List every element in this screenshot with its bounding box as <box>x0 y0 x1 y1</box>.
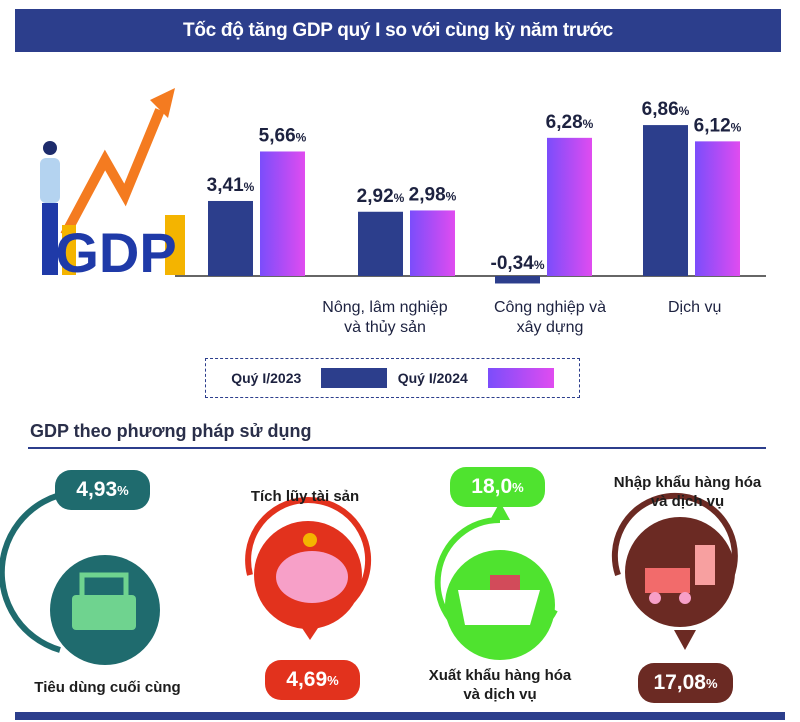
piggy-bank-icon <box>245 497 372 640</box>
bar-2023 <box>358 211 403 276</box>
legend-swatch <box>321 368 388 388</box>
legend-label: Quý I/2024 <box>397 370 468 386</box>
category-label: Công nghiệp và xây dựng <box>493 299 607 336</box>
gdp-bar-chart: GDP 3,41% 5,66% 2,92% 2,98% -0,34% 6,28% 6,86%… <box>40 88 766 284</box>
value-pill-capital-formation: 4,69% <box>265 660 360 700</box>
section-title: GDP theo phương pháp sử dụng <box>30 421 312 441</box>
data-label: 2,92% <box>357 186 405 207</box>
footer-bar <box>15 712 785 720</box>
data-label: 6,12% <box>694 115 742 136</box>
label-capital-formation: Tích lũy tài sản <box>250 488 360 505</box>
shopping-basket-icon <box>0 483 160 665</box>
data-label: -0,34% <box>491 253 545 274</box>
legend-item-2023: Quý I/2023 <box>231 368 388 388</box>
bar-2024 <box>547 137 592 276</box>
legend-item-2024: Quý I/2024 <box>398 368 554 388</box>
bar-2023 <box>643 125 688 276</box>
bar-2024 <box>260 151 305 276</box>
legend: Quý I/2023 Quý I/2024 <box>205 358 580 398</box>
label-exports: Xuất khẩu hàng hóa và dịch vụ <box>428 667 572 703</box>
value-pill-consumption: 4,93% <box>55 470 150 510</box>
growth-arrow-icon <box>60 108 165 238</box>
legend-label: Quý I/2023 <box>231 370 302 386</box>
label-imports: Nhập khẩu hàng hóa và dịch vụ <box>613 474 762 510</box>
value-pill-exports: 18,0% <box>450 467 545 507</box>
bar-2024 <box>695 141 740 276</box>
forklift-icon <box>611 492 738 650</box>
data-label: 3,41% <box>207 175 255 196</box>
category-label: Nông, lâm nghiệp và thủy sản <box>322 299 448 336</box>
title-banner: Tốc độ tăng GDP quý I so với cùng kỳ năm… <box>15 9 781 52</box>
page-title: Tốc độ tăng GDP quý I so với cùng kỳ năm… <box>183 19 613 41</box>
gdp-illustration: GDP <box>40 88 185 284</box>
category-label: Dịch vụ <box>668 299 722 316</box>
data-label: 2,98% <box>409 184 457 205</box>
cargo-ship-icon <box>434 502 558 660</box>
gdp-logo-text: GDP <box>55 221 176 284</box>
value-pill-imports: 17,08% <box>638 663 733 703</box>
data-label: 6,86% <box>642 99 690 120</box>
data-label: 6,28% <box>546 112 594 133</box>
bar-2023 <box>495 276 540 284</box>
label-consumption: Tiêu dùng cuối cùng <box>34 679 181 696</box>
data-label: 5,66% <box>259 125 307 146</box>
usage-icons <box>0 483 738 665</box>
legend-swatch <box>487 368 554 388</box>
bar-2024 <box>410 210 455 276</box>
divider <box>28 447 766 449</box>
bar-2023 <box>208 200 253 276</box>
